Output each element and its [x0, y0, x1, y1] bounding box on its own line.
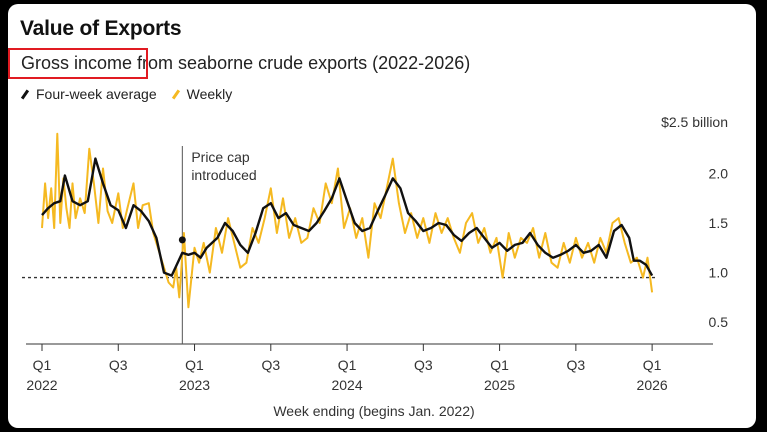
- chart-subtitle: Gross income from seaborne crude exports…: [21, 53, 471, 73]
- x-tick-year-label: 2026: [637, 377, 668, 393]
- x-tick-year-label: 2025: [484, 377, 515, 393]
- y-tick-label: 1.0: [709, 265, 729, 281]
- legend-item-average: Four-week average: [20, 86, 157, 102]
- highlight-box: [8, 48, 148, 79]
- x-tick-label: Q3: [414, 357, 433, 373]
- x-tick-label: Q1: [643, 357, 662, 373]
- price-cap-annotation: Price cap: [191, 149, 250, 165]
- chart-title: Value of Exports: [20, 17, 182, 40]
- legend-label-weekly: Weekly: [186, 86, 233, 102]
- x-tick-label: Q1: [185, 357, 204, 373]
- y-tick-label: 1.5: [709, 215, 729, 231]
- x-axis-title: Week ending (begins Jan. 2022): [273, 403, 474, 419]
- x-tick-year-label: 2022: [26, 377, 57, 393]
- chart-legend: Four-week average Weekly: [20, 86, 246, 102]
- y-unit-label: $2.5 billion: [661, 114, 728, 130]
- legend-label-average: Four-week average: [36, 86, 157, 102]
- x-tick-year-label: 2024: [331, 377, 362, 393]
- x-tick-year-label: 2023: [179, 377, 210, 393]
- price-cap-marker: [178, 236, 186, 244]
- x-tick-label: Q1: [338, 357, 357, 373]
- y-tick-label: 0.5: [709, 314, 729, 330]
- x-tick-label: Q3: [261, 357, 280, 373]
- x-tick-label: Q3: [109, 357, 128, 373]
- series-line-four-week-average: [41, 157, 654, 277]
- x-tick-label: Q1: [33, 357, 52, 373]
- price-cap-annotation: introduced: [191, 167, 256, 183]
- x-tick-label: Q1: [490, 357, 509, 373]
- x-tick-label: Q3: [567, 357, 586, 373]
- y-tick-label: 2.0: [709, 165, 729, 181]
- legend-item-weekly: Weekly: [171, 86, 233, 102]
- chart-card: Value of Exports Gross income from seabo…: [8, 4, 756, 428]
- series-line-weekly: [41, 132, 654, 309]
- line-chart: $2.5 billion 0.5 1.0 1.5 2.0 Q1 2022 Q3 Q1 2023 Q3…: [22, 114, 729, 419]
